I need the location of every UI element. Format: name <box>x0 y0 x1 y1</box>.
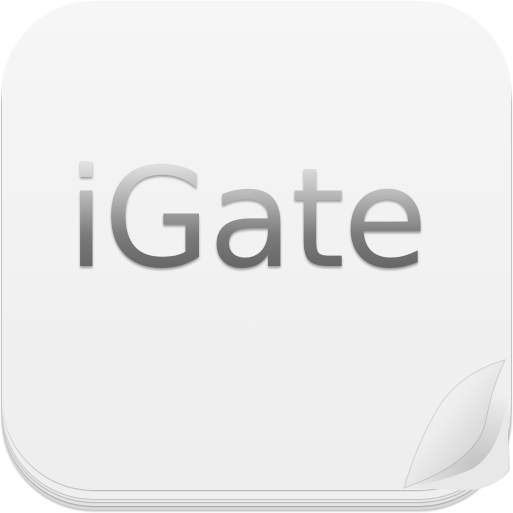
app-title: iGate <box>2 150 501 288</box>
icon-face: iGate <box>2 0 511 490</box>
